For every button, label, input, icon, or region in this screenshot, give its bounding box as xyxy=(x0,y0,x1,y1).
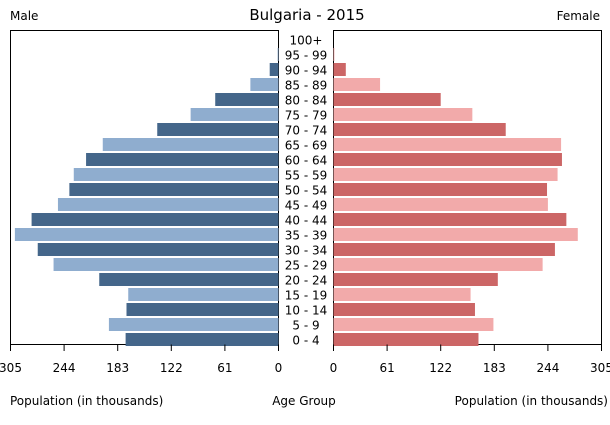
age-group-label: 10 - 14 xyxy=(285,304,328,318)
male-bar xyxy=(250,78,279,91)
age-group-label: 55 - 59 xyxy=(285,169,328,183)
female-bar xyxy=(333,303,475,316)
age-group-label: 5 - 9 xyxy=(292,319,319,333)
female-bar xyxy=(333,63,346,76)
female-bar xyxy=(333,213,567,226)
female-bar xyxy=(333,108,473,121)
female-bar xyxy=(333,318,494,331)
male-bar xyxy=(53,258,279,271)
male-x-axis-label: Population (in thousands) xyxy=(10,394,163,408)
male-axis-tick-label: 61 xyxy=(217,361,232,375)
center-x-axis-label: Age Group xyxy=(272,394,336,408)
male-bar xyxy=(125,333,279,346)
age-group-label: 70 - 74 xyxy=(285,124,328,138)
female-bars xyxy=(333,48,578,346)
age-group-label: 50 - 54 xyxy=(285,184,328,198)
male-bar xyxy=(126,303,279,316)
male-bar xyxy=(99,273,279,286)
male-bar xyxy=(57,198,279,211)
female-bar xyxy=(333,48,335,61)
female-bar xyxy=(333,183,548,196)
male-bar xyxy=(69,183,279,196)
female-axis-tick-label: 122 xyxy=(429,361,452,375)
female-bar xyxy=(333,78,381,91)
age-group-label: 80 - 84 xyxy=(285,94,328,108)
female-label: Female xyxy=(557,9,600,23)
female-bar xyxy=(333,123,506,136)
male-bar xyxy=(14,228,279,241)
female-bar xyxy=(333,198,548,211)
age-group-label: 75 - 79 xyxy=(285,109,328,123)
female-bar xyxy=(333,93,441,106)
male-bar xyxy=(157,123,279,136)
male-axis-ticks: 0 61 122 183 244 305 xyxy=(0,344,283,375)
male-bar xyxy=(31,213,279,226)
female-x-axis-label: Population (in thousands) xyxy=(455,394,608,408)
male-bar xyxy=(73,168,279,181)
male-bar xyxy=(108,318,279,331)
female-bar xyxy=(333,243,555,256)
male-bar xyxy=(128,288,279,301)
male-axis-tick-label: 0 xyxy=(275,361,283,375)
age-group-label: 40 - 44 xyxy=(285,214,328,228)
age-group-label: 25 - 29 xyxy=(285,259,328,273)
female-axis-ticks: 0 61 122 183 244 305 xyxy=(330,344,610,375)
female-bar xyxy=(333,288,471,301)
male-bars xyxy=(14,48,279,346)
male-axis-tick-label: 244 xyxy=(53,361,76,375)
male-axis-tick-label: 122 xyxy=(160,361,183,375)
age-group-label: 65 - 69 xyxy=(285,139,328,153)
female-bar xyxy=(333,153,562,166)
male-bar xyxy=(269,63,279,76)
age-group-label: 100+ xyxy=(290,34,323,48)
age-group-label: 30 - 34 xyxy=(285,244,328,258)
female-bar xyxy=(333,333,479,346)
male-bar xyxy=(102,138,279,151)
female-bar xyxy=(333,228,578,241)
female-bar xyxy=(333,168,558,181)
male-bar xyxy=(277,48,279,61)
male-label: Male xyxy=(10,9,38,23)
age-group-label: 35 - 39 xyxy=(285,229,328,243)
female-axis-tick-label: 244 xyxy=(536,361,559,375)
female-bar xyxy=(333,273,498,286)
male-bar xyxy=(37,243,279,256)
age-group-label: 85 - 89 xyxy=(285,79,328,93)
age-group-label: 60 - 64 xyxy=(285,154,328,168)
age-group-label: 0 - 4 xyxy=(292,334,319,348)
male-bar xyxy=(215,93,279,106)
age-group-label: 95 - 99 xyxy=(285,49,328,63)
male-bar xyxy=(190,108,279,121)
age-group-label: 45 - 49 xyxy=(285,199,328,213)
age-group-label: 20 - 24 xyxy=(285,274,328,288)
female-axis-tick-label: 61 xyxy=(379,361,394,375)
female-axis-tick-label: 305 xyxy=(590,361,610,375)
female-axis-tick-label: 0 xyxy=(330,361,338,375)
male-bar xyxy=(86,153,279,166)
female-bar xyxy=(333,138,562,151)
male-axis-tick-label: 305 xyxy=(0,361,22,375)
chart-title: Bulgaria - 2015 xyxy=(249,6,364,24)
female-bar xyxy=(333,258,543,271)
age-group-label: 90 - 94 xyxy=(285,64,328,78)
male-axis-tick-label: 183 xyxy=(106,361,129,375)
female-axis-tick-label: 183 xyxy=(483,361,506,375)
age-group-label: 15 - 19 xyxy=(285,289,328,303)
